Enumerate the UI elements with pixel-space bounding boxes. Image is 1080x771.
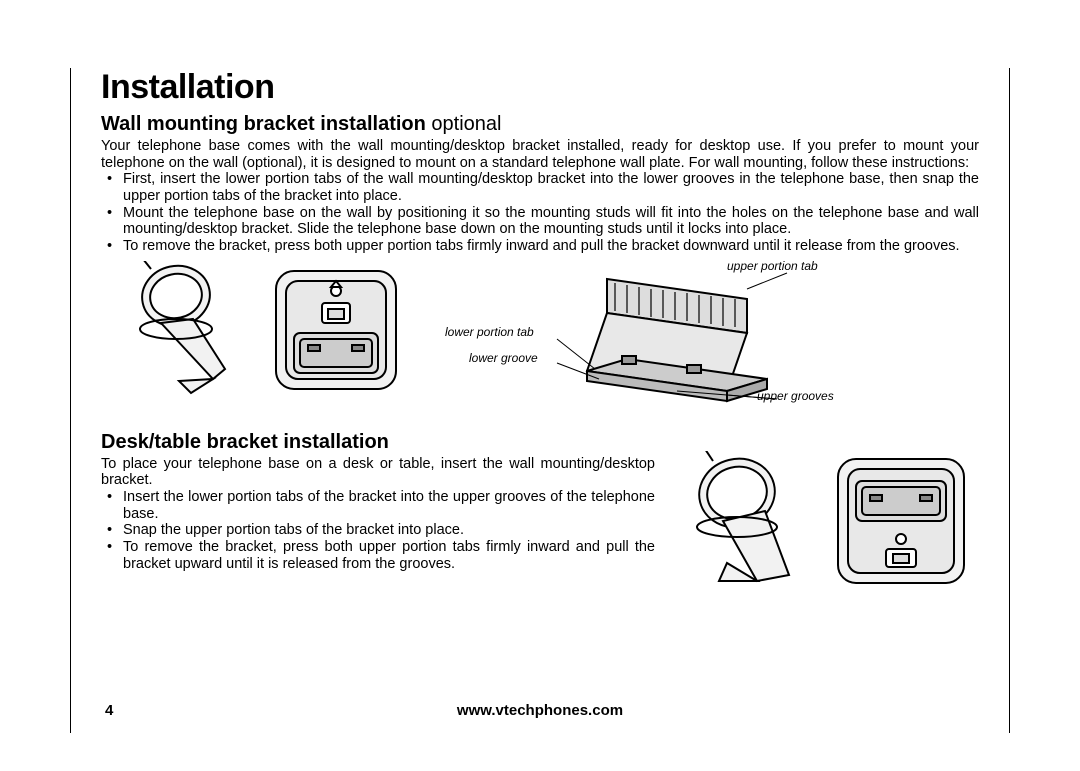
desk-section-row: Desk/table bracket installation To place…: [101, 429, 979, 591]
list-item: First, insert the lower portion tabs of …: [123, 171, 979, 204]
callout-lower-groove: lower groove: [469, 351, 538, 365]
footer-url: www.vtechphones.com: [71, 702, 1009, 719]
figure-side-view-wall: [121, 261, 246, 401]
figure-back-view-wall: [264, 261, 409, 401]
callout-upper-portion-tab: upper portion tab: [727, 259, 818, 273]
page-title: Installation: [101, 68, 979, 107]
callout-upper-grooves: upper grooves: [757, 389, 834, 403]
figure-row-1: upper portion tab lower portion tab lowe…: [121, 261, 979, 421]
manual-page: Installation Wall mounting bracket insta…: [0, 0, 1080, 771]
content-frame: Installation Wall mounting bracket insta…: [70, 68, 1010, 733]
figure-back-view-desk: [826, 451, 976, 591]
desk-intro: To place your telephone base on a desk o…: [101, 456, 655, 489]
callout-lower-portion-tab: lower portion tab: [445, 325, 534, 339]
wall-heading: Wall mounting bracket installation optio…: [101, 113, 979, 136]
wall-heading-bold: Wall mounting bracket installation: [101, 113, 426, 135]
list-item: To remove the bracket, press both upper …: [123, 238, 979, 255]
wall-intro: Your telephone base comes with the wall …: [101, 138, 979, 171]
list-item: To remove the bracket, press both upper …: [123, 539, 655, 572]
desk-bullets: Insert the lower portion tabs of the bra…: [101, 489, 655, 572]
wall-heading-optional: optional: [426, 113, 502, 135]
list-item: Insert the lower portion tabs of the bra…: [123, 489, 655, 522]
figure-side-view-desk: [679, 451, 814, 591]
desk-heading: Desk/table bracket installation: [101, 431, 655, 454]
list-item: Mount the telephone base on the wall by …: [123, 205, 979, 238]
wall-bullets: First, insert the lower portion tabs of …: [101, 171, 979, 254]
list-item: Snap the upper portion tabs of the brack…: [123, 522, 655, 539]
